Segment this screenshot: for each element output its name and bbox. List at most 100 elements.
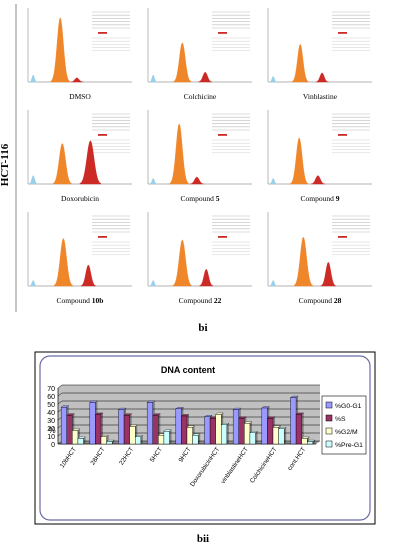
bar (244, 423, 251, 445)
chart-title: DNA content (161, 365, 215, 375)
bar-side (140, 435, 143, 444)
histogram-peak (173, 42, 192, 83)
bar (100, 436, 107, 445)
stats-box (212, 215, 250, 256)
bar (238, 418, 245, 445)
y-tick-label: 10 (47, 434, 55, 441)
legend-swatch (325, 440, 333, 448)
histogram-peak (79, 140, 102, 185)
bar-side (226, 423, 229, 444)
histogram-peak (80, 264, 97, 287)
legend: %G0-G1 %S %G2/M %Pre-G1 (321, 395, 367, 455)
gridline-side (57, 384, 63, 389)
legend-label: %G2/M (335, 429, 358, 436)
stats-red-swatch (338, 134, 347, 136)
bar-side (169, 429, 172, 444)
histogram-peak (310, 175, 325, 185)
stats-red-swatch (98, 134, 107, 136)
bar-side (112, 440, 115, 444)
bar (89, 402, 96, 445)
histogram-peak (290, 137, 309, 185)
histogram-peak (269, 178, 278, 185)
histogram-panel: Compound 5 (147, 110, 252, 203)
legend-label: %G0-G1 (335, 403, 362, 410)
histogram-panel: Compound 10b (27, 212, 132, 305)
bar (307, 441, 314, 445)
histogram-panel: Vinblastine (267, 8, 372, 101)
bar (232, 409, 239, 445)
y-tick-label: 70 (47, 386, 55, 393)
legend-swatch (325, 414, 333, 422)
histogram-caption: Compound 9 (301, 194, 340, 203)
stats-box (92, 11, 130, 52)
histogram-peak (28, 175, 38, 185)
y-tick-label: 50 (47, 402, 55, 409)
stats-red-swatch (98, 32, 107, 34)
legend-label: %Pre-G1 (335, 442, 363, 449)
histogram-panels: DMSO Colchicine Vinblastine Doxorubicin Comp… (27, 8, 372, 305)
stats-box (92, 113, 130, 154)
caption-text: Colchicine (184, 92, 217, 101)
histogram-panel: Compound 22 (147, 212, 252, 305)
bar (295, 414, 302, 445)
histogram-peak (29, 280, 38, 287)
bar-side (301, 412, 304, 444)
bar (186, 427, 193, 445)
histogram-panel: DMSO (27, 8, 132, 101)
gridline-side (57, 392, 63, 397)
bar (135, 436, 142, 445)
stats-red-swatch (218, 134, 227, 136)
caption-text: Doxorubicin (61, 194, 99, 203)
stats-box (332, 215, 370, 256)
histogram-peak (52, 143, 72, 185)
bar (123, 415, 130, 445)
stats-red-swatch (218, 236, 227, 238)
bar-side (284, 427, 287, 444)
gridline-side (57, 400, 63, 405)
histogram-panel: Compound 9 (267, 110, 372, 203)
bar (278, 428, 285, 445)
histogram-panel: Doxorubicin (27, 110, 132, 203)
stats-red-swatch (218, 32, 227, 34)
stats-red-swatch (338, 236, 347, 238)
caption-compound-number: 9 (336, 194, 340, 203)
histogram-peak (269, 280, 278, 287)
histogram-peak (198, 71, 213, 83)
histogram-caption: Doxorubicin (61, 194, 99, 203)
bar (95, 414, 102, 445)
histogram-caption: Vinblastine (303, 92, 338, 101)
caption-compound-number: 28 (334, 296, 342, 305)
histogram-peak (269, 76, 278, 83)
cell-cycle-histogram-figure: HCT-116 DMSO Colchicine Vinblastine Doxorub… (0, 4, 372, 334)
legend-swatch (325, 401, 333, 409)
y-tick-label: 30 (47, 418, 55, 425)
caption-text: Compound (299, 296, 334, 305)
bar (163, 431, 170, 445)
bar (301, 438, 308, 445)
histogram-peak (315, 72, 329, 83)
histogram-peak (53, 237, 73, 287)
bar (106, 441, 113, 445)
bar (249, 432, 256, 445)
histogram-peak (293, 236, 313, 287)
bar (215, 414, 222, 445)
histogram-peak (291, 43, 309, 83)
histogram-panel: Colchicine (147, 8, 252, 101)
bar-side (83, 436, 86, 444)
histogram-peak (320, 261, 337, 287)
bar (267, 418, 274, 445)
legend-swatch (325, 427, 333, 435)
caption-text: Compound (181, 194, 216, 203)
stats-red-swatch (98, 236, 107, 238)
histogram-caption: Compound 28 (299, 296, 342, 305)
caption-compound-number: 5 (216, 194, 220, 203)
caption-text: Compound (301, 194, 336, 203)
bar (192, 435, 199, 445)
bar (261, 407, 268, 445)
histogram-caption: DMSO (69, 92, 91, 101)
bar (129, 426, 136, 445)
bar (204, 416, 211, 445)
stats-box (212, 113, 250, 154)
histogram-peak (50, 17, 70, 83)
